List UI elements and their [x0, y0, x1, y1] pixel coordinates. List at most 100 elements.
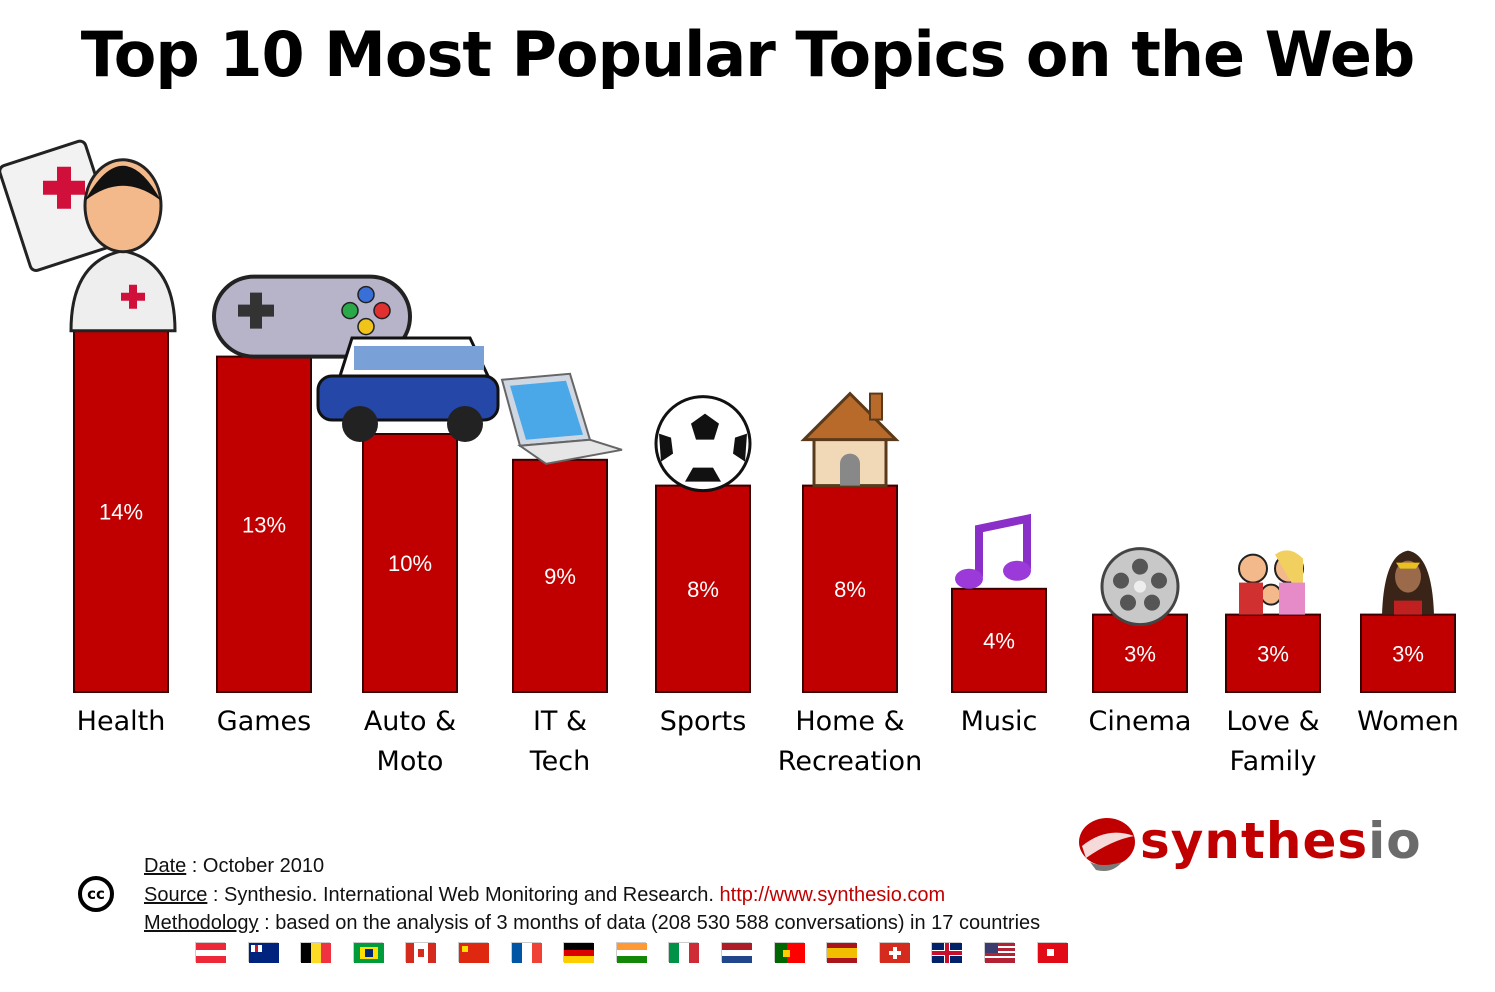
bar-8: [1225, 613, 1321, 693]
flag-stripe: [827, 943, 858, 948]
india-flag-icon: [615, 942, 647, 963]
flag-stripe: [511, 943, 522, 963]
flag-stripe: [774, 943, 787, 963]
flag-stripe: [254, 945, 258, 952]
flag-stripe: [985, 951, 1015, 953]
flag-stripe: [985, 946, 1015, 948]
bar-chart: 14% Health 13% Games 10% Auto & Moto 9% IT & Tech…: [0, 139, 1459, 777]
australia-flag-icon: [247, 942, 279, 963]
flag-stripe: [364, 949, 373, 957]
austria-flag-icon: [195, 942, 226, 963]
value-label-0: 14%: [99, 499, 143, 524]
flag-stripe: [311, 943, 322, 963]
switzerland-flag-icon: [878, 942, 910, 963]
methodology-line: Methodology : based on the analysis of 3…: [144, 909, 1040, 938]
flag-stripe: [564, 956, 595, 963]
flag-stripe: [827, 958, 858, 963]
category-label-8-0: Love &: [1226, 706, 1319, 737]
flag-stripe: [1046, 949, 1054, 956]
value-label-8: 3%: [1257, 641, 1289, 666]
car-icon: [316, 336, 500, 442]
bar-7: [1092, 613, 1188, 693]
date-value: : October 2010: [186, 855, 325, 877]
flag-stripe: [521, 943, 532, 963]
wordmark-tail: io: [1368, 812, 1422, 870]
bar-3: [512, 458, 608, 693]
category-label-0-0: Health: [77, 706, 166, 737]
france-flag-icon: [510, 942, 542, 963]
flag-stripe: [679, 943, 690, 963]
flag-stripe: [428, 943, 437, 963]
logo-swirl-shadow: [1090, 862, 1122, 871]
source-line: Source : Synthesio. International Web Mo…: [144, 881, 1040, 910]
category-label-8-1: Family: [1230, 746, 1317, 777]
soccer-ball-icon: [654, 395, 752, 493]
usa-flag-icon: [984, 942, 1015, 963]
synthesio-wordmark: synthesio: [1140, 812, 1422, 870]
flag-stripe: [418, 949, 425, 957]
value-label-7: 3%: [1124, 641, 1156, 666]
value-label-1: 13%: [242, 512, 286, 537]
house-icon: [800, 391, 900, 488]
flag-stripe: [722, 950, 752, 956]
source-label: Source: [144, 883, 208, 906]
value-label-4: 8%: [687, 577, 719, 602]
flag-stripe: [196, 950, 226, 956]
flag-stripe: [301, 943, 312, 963]
wordmark-main: synthes: [1140, 812, 1369, 870]
category-label-2-1: Moto: [377, 746, 444, 777]
flag-stripe: [196, 956, 226, 963]
flag-stripe: [985, 956, 1015, 958]
uk-flag-icon: [931, 942, 963, 963]
synthesio-logo-icon: [1079, 818, 1135, 871]
netherlands-flag-icon: [721, 942, 752, 963]
bar-5: [802, 484, 898, 693]
flag-stripe: [722, 943, 752, 950]
bar-0: [73, 329, 169, 693]
methodology-value: : based on the analysis of 3 months of d…: [258, 912, 1041, 934]
belgium-flag-icon: [300, 942, 332, 963]
laptop-icon: [500, 372, 623, 465]
category-label-5-1: Recreation: [778, 746, 922, 777]
category-label-7-0: Cinema: [1089, 706, 1192, 737]
logo-swirl-highlight: [1082, 832, 1134, 858]
china-flag-icon: [458, 942, 489, 963]
category-label-1-0: Games: [217, 706, 311, 737]
value-label-3: 9%: [544, 564, 576, 589]
canada-flag-icon: [405, 942, 437, 963]
bar-2: [362, 433, 458, 693]
date-label: Date: [144, 855, 187, 877]
flag-stripe: [985, 943, 998, 953]
spain-flag-icon: [826, 942, 858, 963]
flag-stripe: [531, 943, 542, 963]
value-label-6: 4%: [983, 628, 1015, 653]
music-note-icon: [955, 513, 1031, 589]
flag-stripe: [786, 943, 805, 963]
germany-flag-icon: [563, 942, 595, 963]
family-icon: [1238, 550, 1305, 615]
film-reel-icon: [1100, 547, 1180, 627]
methodology-label: Methodology: [144, 912, 259, 934]
value-label-2: 10%: [388, 551, 432, 576]
flag-stripe: [616, 943, 647, 950]
flag-stripe: [462, 946, 468, 952]
value-label-9: 3%: [1392, 641, 1424, 666]
category-label-3-0: IT &: [533, 706, 587, 737]
category-label-4-0: Sports: [660, 706, 747, 737]
italy-flag-icon: [668, 942, 700, 963]
category-label-3-1: Tech: [529, 746, 590, 777]
footer-notes: Date : October 2010 Source : Synthesio. …: [144, 852, 1040, 938]
category-label-5-0: Home &: [795, 706, 904, 737]
bar-6: [951, 587, 1047, 693]
creative-commons-icon: cc: [78, 876, 114, 912]
doctor-icon: [0, 139, 177, 333]
flag-stripe: [321, 943, 332, 963]
flag-stripe: [669, 943, 680, 963]
source-link[interactable]: http://www.synthesio.com: [719, 883, 946, 906]
brazil-flag-icon: [352, 942, 384, 963]
flag-stripe: [945, 943, 950, 963]
portugal-flag-icon: [773, 942, 805, 963]
category-label-6-0: Music: [961, 706, 1038, 737]
flag-stripe: [196, 943, 226, 950]
value-label-5: 8%: [834, 577, 866, 602]
